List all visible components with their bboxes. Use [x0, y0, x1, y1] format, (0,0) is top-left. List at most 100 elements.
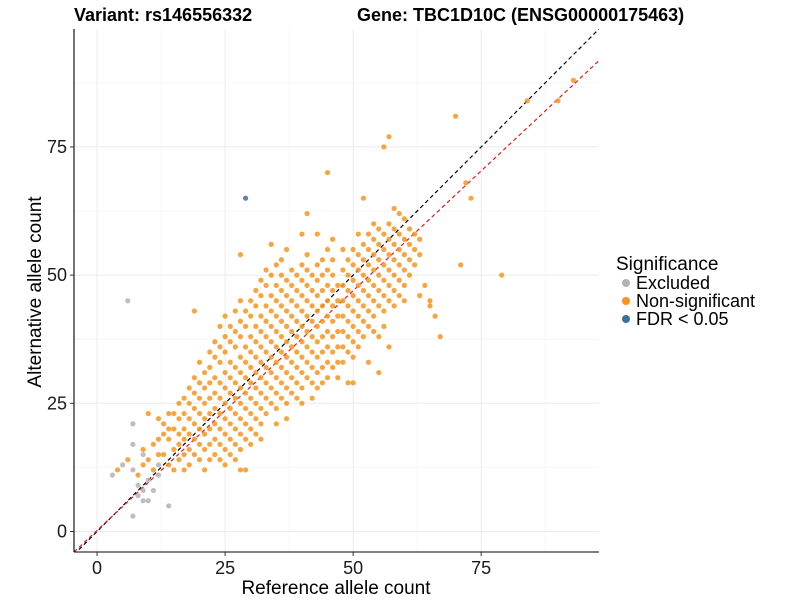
point-non-significant	[171, 467, 177, 473]
point-non-significant	[427, 298, 433, 304]
point-non-significant	[248, 395, 254, 401]
point-non-significant	[196, 410, 203, 417]
point-non-significant	[324, 169, 331, 176]
point-non-significant	[314, 231, 320, 237]
point-non-significant	[273, 390, 279, 396]
point-non-significant	[273, 262, 279, 268]
point-non-significant	[345, 318, 351, 324]
point-non-significant	[222, 431, 228, 437]
point-non-significant	[278, 395, 285, 401]
point-non-significant	[386, 236, 392, 242]
point-non-significant	[294, 380, 300, 386]
point-non-significant	[181, 436, 187, 442]
point-non-significant	[232, 395, 238, 401]
point-non-significant	[345, 303, 351, 309]
point-non-significant	[263, 334, 269, 340]
point-non-significant	[258, 421, 264, 427]
point-non-significant	[283, 369, 290, 376]
axes	[73, 29, 599, 553]
point-excluded	[140, 451, 146, 458]
point-non-significant	[181, 451, 187, 458]
y-tick-label: 0	[57, 521, 67, 541]
point-non-significant	[242, 323, 249, 329]
point-non-significant	[222, 400, 228, 406]
point-non-significant	[268, 385, 274, 391]
point-non-significant	[273, 405, 279, 412]
point-non-significant	[381, 293, 387, 299]
point-non-significant	[386, 298, 392, 304]
point-non-significant	[289, 390, 295, 396]
point-non-significant	[355, 267, 361, 273]
point-non-significant	[294, 287, 300, 294]
point-non-significant	[258, 313, 264, 319]
point-non-significant	[319, 318, 326, 324]
point-non-significant	[345, 287, 351, 294]
point-non-significant	[232, 308, 238, 314]
point-non-significant	[191, 451, 197, 458]
point-non-significant	[324, 328, 331, 335]
point-non-significant	[340, 298, 346, 304]
point-non-significant	[263, 395, 269, 401]
point-non-significant	[166, 462, 172, 468]
point-non-significant	[222, 334, 228, 340]
point-non-significant	[330, 272, 336, 278]
point-excluded	[130, 421, 136, 427]
identity-line	[75, 29, 599, 552]
point-non-significant	[365, 293, 372, 299]
point-non-significant	[212, 436, 218, 442]
point-non-significant	[283, 400, 290, 406]
point-non-significant	[268, 293, 274, 299]
point-non-significant	[227, 421, 233, 427]
point-non-significant	[371, 282, 377, 288]
point-non-significant	[555, 98, 561, 104]
point-non-significant	[263, 349, 269, 355]
point-non-significant	[232, 410, 238, 417]
point-non-significant	[217, 359, 223, 365]
point-non-significant	[166, 436, 172, 442]
point-non-significant	[242, 359, 249, 365]
point-non-significant	[324, 298, 331, 304]
point-non-significant	[191, 436, 197, 442]
point-non-significant	[268, 354, 274, 360]
point-non-significant	[222, 313, 228, 319]
point-non-significant	[365, 323, 372, 329]
point-non-significant	[376, 257, 382, 263]
point-non-significant	[340, 344, 346, 350]
point-non-significant	[227, 390, 233, 396]
point-non-significant	[253, 287, 259, 294]
chart-title-gene: Gene: TBC1D10C (ENSG00000175463)	[357, 5, 684, 25]
point-non-significant	[335, 328, 341, 335]
point-non-significant	[309, 364, 315, 371]
point-non-significant	[242, 436, 249, 442]
point-non-significant	[242, 375, 249, 381]
point-non-significant	[360, 257, 366, 263]
point-non-significant	[314, 308, 320, 314]
point-non-significant	[212, 405, 218, 412]
point-non-significant	[258, 375, 264, 381]
point-non-significant	[289, 298, 295, 304]
point-non-significant	[191, 308, 197, 314]
point-excluded	[155, 472, 162, 478]
point-non-significant	[232, 344, 238, 350]
point-non-significant	[396, 293, 402, 299]
point-non-significant	[273, 359, 279, 365]
point-non-significant	[304, 313, 310, 319]
point-non-significant	[253, 385, 259, 391]
point-excluded	[155, 462, 162, 468]
point-non-significant	[314, 323, 320, 329]
point-non-significant	[212, 421, 218, 427]
point-non-significant	[253, 431, 259, 437]
point-non-significant	[355, 282, 361, 288]
point-non-significant	[365, 277, 372, 283]
point-non-significant	[381, 262, 387, 268]
point-non-significant	[242, 405, 249, 412]
point-non-significant	[381, 231, 387, 237]
point-non-significant	[314, 369, 320, 376]
point-non-significant	[396, 210, 402, 217]
point-non-significant	[196, 426, 203, 432]
point-non-significant	[207, 426, 213, 432]
point-non-significant	[330, 364, 336, 371]
point-non-significant	[309, 318, 315, 324]
point-non-significant	[396, 262, 402, 268]
point-non-significant	[196, 380, 203, 386]
